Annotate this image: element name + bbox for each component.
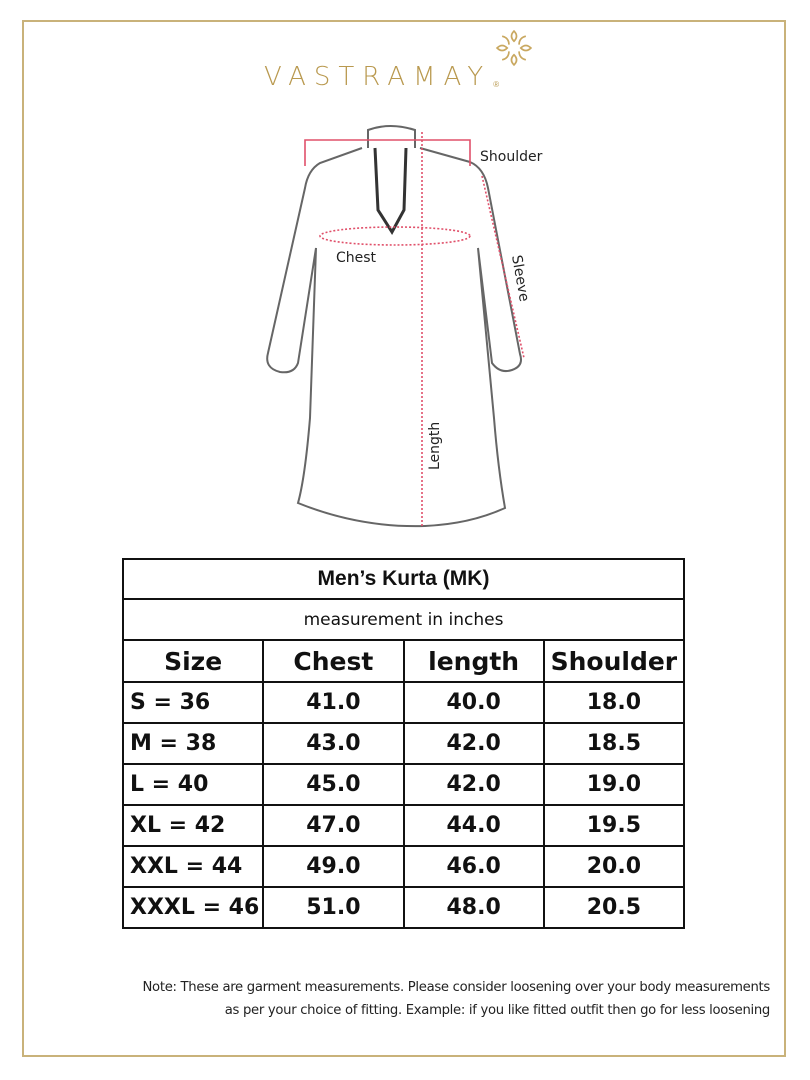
cell-shoulder: 19.0 bbox=[542, 763, 686, 806]
cell-chest: 45.0 bbox=[262, 763, 405, 806]
kurta-outline bbox=[266, 147, 522, 528]
brand-logo: VASTRAMAY bbox=[264, 62, 492, 92]
cell-chest: 41.0 bbox=[262, 681, 405, 724]
cell-length: 42.0 bbox=[402, 722, 545, 765]
table-row: XL = 42 47.0 44.0 19.5 bbox=[121, 804, 686, 847]
header-length: length bbox=[402, 639, 545, 683]
cell-chest: 43.0 bbox=[262, 722, 405, 765]
table-header-row: Size Chest length Shoulder bbox=[121, 639, 686, 683]
length-label: Length bbox=[427, 422, 443, 470]
chest-label: Chest bbox=[336, 250, 377, 266]
cell-length: 44.0 bbox=[402, 804, 545, 847]
cell-shoulder: 18.5 bbox=[542, 722, 686, 765]
shoulder-measure bbox=[304, 139, 471, 166]
size-chart-table: Men’s Kurta (MK) measurement in inches S… bbox=[121, 558, 686, 929]
cell-size: L = 40 bbox=[121, 763, 265, 806]
shoulder-label: Shoulder bbox=[480, 149, 543, 165]
cell-size: S = 36 bbox=[121, 681, 265, 724]
cell-size: XXL = 44 bbox=[121, 845, 265, 888]
cell-length: 42.0 bbox=[402, 763, 545, 806]
cell-size: XXXL = 46 bbox=[121, 886, 265, 929]
table-row: M = 38 43.0 42.0 18.5 bbox=[121, 722, 686, 765]
fitting-note: Note: These are garment measurements. Pl… bbox=[26, 976, 770, 1022]
table-subtitle: measurement in inches bbox=[122, 598, 685, 641]
table-row: S = 36 41.0 40.0 18.0 bbox=[121, 681, 686, 724]
note-line-1: Note: These are garment measurements. Pl… bbox=[142, 980, 770, 995]
header-shoulder: Shoulder bbox=[542, 639, 686, 683]
placket bbox=[373, 147, 408, 235]
cell-shoulder: 20.5 bbox=[542, 886, 686, 929]
chest-measure bbox=[319, 226, 471, 246]
header-chest: Chest bbox=[262, 639, 405, 683]
cell-length: 40.0 bbox=[402, 681, 545, 724]
brand-emblem-icon bbox=[495, 29, 533, 67]
cell-size: XL = 42 bbox=[121, 804, 265, 847]
sleeve-label: Sleeve bbox=[508, 254, 532, 303]
registered-mark: ® bbox=[493, 80, 500, 89]
table-row: XXL = 44 49.0 46.0 20.0 bbox=[121, 845, 686, 888]
cell-length: 46.0 bbox=[402, 845, 545, 888]
cell-size: M = 38 bbox=[121, 722, 265, 765]
table-title: Men’s Kurta (MK) bbox=[122, 558, 685, 600]
cell-shoulder: 19.5 bbox=[542, 804, 686, 847]
cell-chest: 51.0 bbox=[262, 886, 405, 929]
table-row: L = 40 45.0 42.0 19.0 bbox=[121, 763, 686, 806]
sleeve-measure bbox=[481, 175, 525, 359]
cell-chest: 47.0 bbox=[262, 804, 405, 847]
cell-shoulder: 18.0 bbox=[542, 681, 686, 724]
page-border bbox=[22, 20, 786, 1057]
kurta-diagram: Shoulder Chest Sleeve Length bbox=[266, 125, 543, 528]
cell-shoulder: 20.0 bbox=[542, 845, 686, 888]
cell-chest: 49.0 bbox=[262, 845, 405, 888]
table-row: XXXL = 46 51.0 48.0 20.5 bbox=[121, 886, 686, 929]
cell-length: 48.0 bbox=[402, 886, 545, 929]
brand-logo-group: VASTRAMAY ® bbox=[264, 62, 499, 92]
header-size: Size bbox=[121, 639, 265, 683]
note-line-2: as per your choice of fitting. Example: … bbox=[224, 1003, 771, 1018]
collar bbox=[367, 125, 416, 148]
